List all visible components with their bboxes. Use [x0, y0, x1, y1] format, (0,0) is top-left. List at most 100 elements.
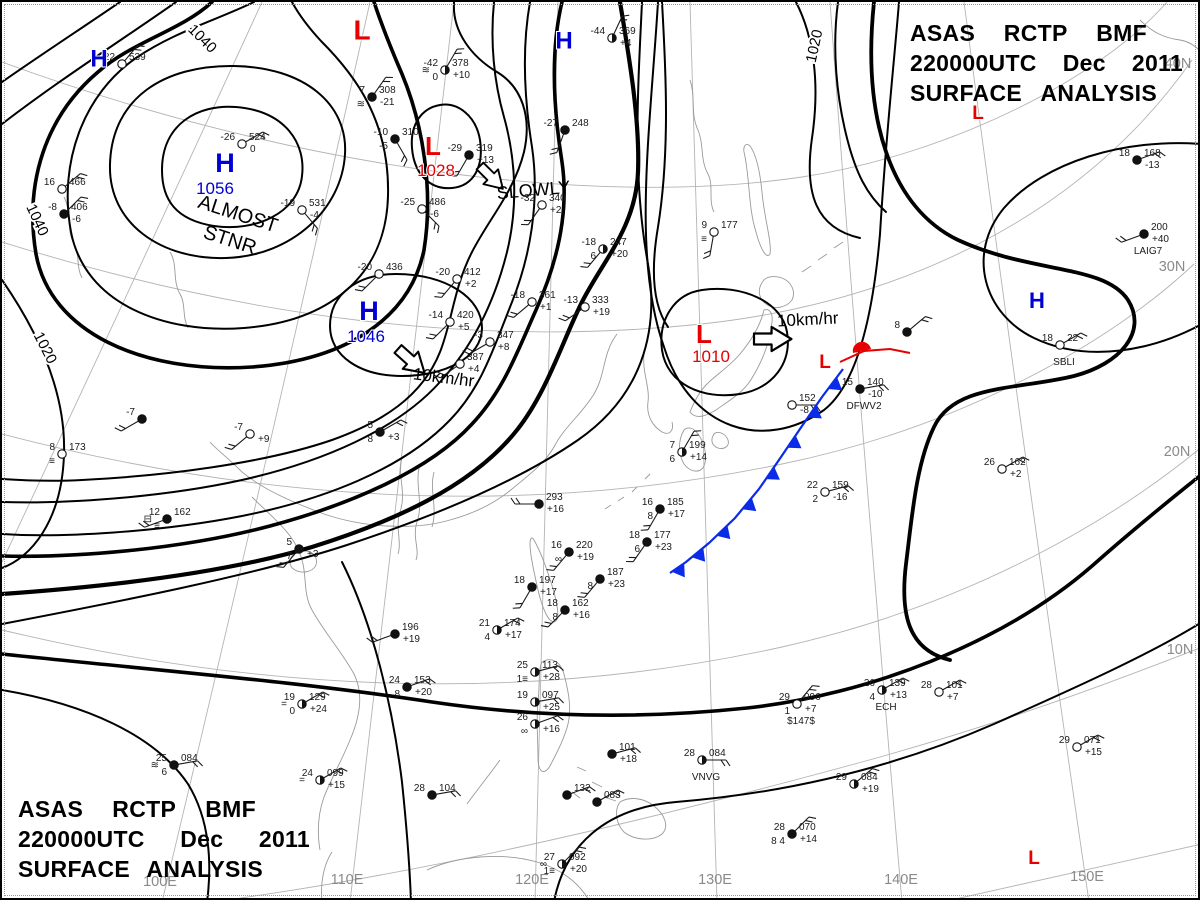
station-value: +17: [540, 587, 557, 598]
station-plot: -22 539: [101, 45, 146, 69]
station-value: -13: [564, 295, 579, 306]
station-value: 16: [642, 497, 654, 508]
high-center-symbol: H: [359, 296, 379, 326]
fronts: [669, 341, 911, 578]
station-value: 174: [504, 618, 521, 629]
station-value: 18: [514, 575, 526, 586]
station-value: 0: [250, 144, 256, 155]
station-plot: 29 084+19: [836, 768, 880, 795]
title-line: SURFACE ANALYSIS: [910, 78, 1157, 108]
chart-code: BMF: [205, 796, 256, 822]
cold-front-triangle: [716, 525, 731, 540]
latlon-label: 110E: [331, 872, 364, 888]
station-value: 539: [129, 52, 146, 63]
low-center-symbol: L: [972, 103, 984, 124]
cold-front-triangle: [671, 563, 685, 578]
station-value: 101: [946, 680, 963, 691]
station-value: 406: [71, 202, 88, 213]
station-value: +7: [947, 692, 959, 703]
station-value: 18: [629, 530, 641, 541]
station-value: 28: [684, 748, 696, 759]
station-value: 387: [467, 352, 484, 363]
station-value: 8: [894, 320, 900, 331]
title-block-bottom-left: ASAS RCTP BMF 220000UTC Dec 2011 SURFACE…: [18, 794, 310, 884]
station-value: 29: [1059, 735, 1071, 746]
station-value: 24: [389, 675, 401, 686]
station-value: -25: [401, 197, 416, 208]
station-value: +9: [258, 434, 270, 445]
station-plot: 5 +3 7: [276, 537, 319, 568]
station-plot: 18 168-13: [1119, 148, 1166, 171]
station-value: 5: [286, 537, 292, 548]
latlon-label: 100E: [143, 874, 177, 890]
chart-type: SURFACE: [18, 856, 131, 882]
station-value: -4: [310, 210, 319, 221]
high-center-symbol: H: [90, 45, 107, 72]
station-value: 6: [590, 251, 596, 262]
station-value: 8: [394, 689, 400, 700]
station-value: +10: [453, 70, 470, 81]
station-value: -21: [380, 97, 395, 108]
chart-id: ASAS: [910, 20, 976, 46]
motion-arrow-icon: [393, 344, 426, 374]
station-plot: 28 084 VNVG: [684, 748, 731, 783]
station-value: 7: [359, 85, 365, 96]
station-value: -14: [429, 310, 444, 321]
station-value: 8: [49, 442, 55, 453]
station-value: -10: [868, 389, 883, 400]
station-value: 084: [709, 748, 726, 759]
month: Dec: [180, 826, 224, 852]
station-value: 21: [479, 618, 491, 629]
station-value: -3: [474, 330, 483, 341]
station-value: 6: [161, 767, 167, 778]
station-plot: 24 099+15 =: [299, 767, 348, 791]
station-value: ≡: [154, 521, 160, 532]
station-value: 524: [249, 132, 266, 143]
station-value: +2: [1010, 469, 1022, 480]
station-value: ≋: [357, 99, 365, 110]
station-value: +8: [498, 342, 510, 353]
station-value: 1≡: [544, 866, 556, 877]
station-plot: 24 153+20 8: [389, 675, 436, 700]
station-value: +23: [608, 579, 625, 590]
station-value: 8: [552, 612, 558, 623]
station-id: VNVG: [692, 772, 721, 783]
station-value: 16: [44, 177, 56, 188]
station-value: 15: [842, 377, 854, 388]
station-value: +23: [655, 542, 672, 553]
station-plot: -44 369+4: [591, 14, 636, 49]
station-value: 104: [439, 783, 456, 794]
station-plot: 27 092+20 1≡∞: [540, 846, 587, 877]
station-value: +16: [573, 610, 590, 621]
station-plot: 16 185+17 8: [640, 497, 685, 531]
high-center-symbol: H: [1029, 288, 1045, 313]
station-plot: 8 173 ≡: [49, 442, 86, 467]
station-value: 4: [484, 632, 490, 643]
station-id: ECH: [875, 702, 896, 713]
station-value: +16: [543, 724, 560, 735]
title-line: ASAS RCTP BMF: [18, 794, 256, 824]
station-value: 5: [367, 420, 373, 431]
station-value: 162: [572, 598, 589, 609]
station-value: 26: [984, 457, 996, 468]
station-value: -8: [800, 405, 809, 416]
station-value: +28: [543, 672, 560, 683]
latlon-label: 10N: [1167, 642, 1194, 658]
station-plot: 7 199+14 6: [669, 430, 707, 465]
station-value: 19: [284, 692, 296, 703]
station-value: 113: [542, 660, 558, 671]
station-plot: 22 159-16 2: [807, 480, 854, 505]
station-value: 092: [569, 852, 586, 863]
station-plot: 16 466: [44, 173, 88, 194]
station-value: 28: [774, 822, 786, 833]
pressure-value: 1046: [347, 327, 385, 346]
station-value: 531: [309, 198, 326, 209]
station-value: ⊟: [144, 514, 152, 525]
title-line: ASAS RCTP BMF: [910, 18, 1147, 48]
station-value: ≡: [701, 234, 707, 245]
